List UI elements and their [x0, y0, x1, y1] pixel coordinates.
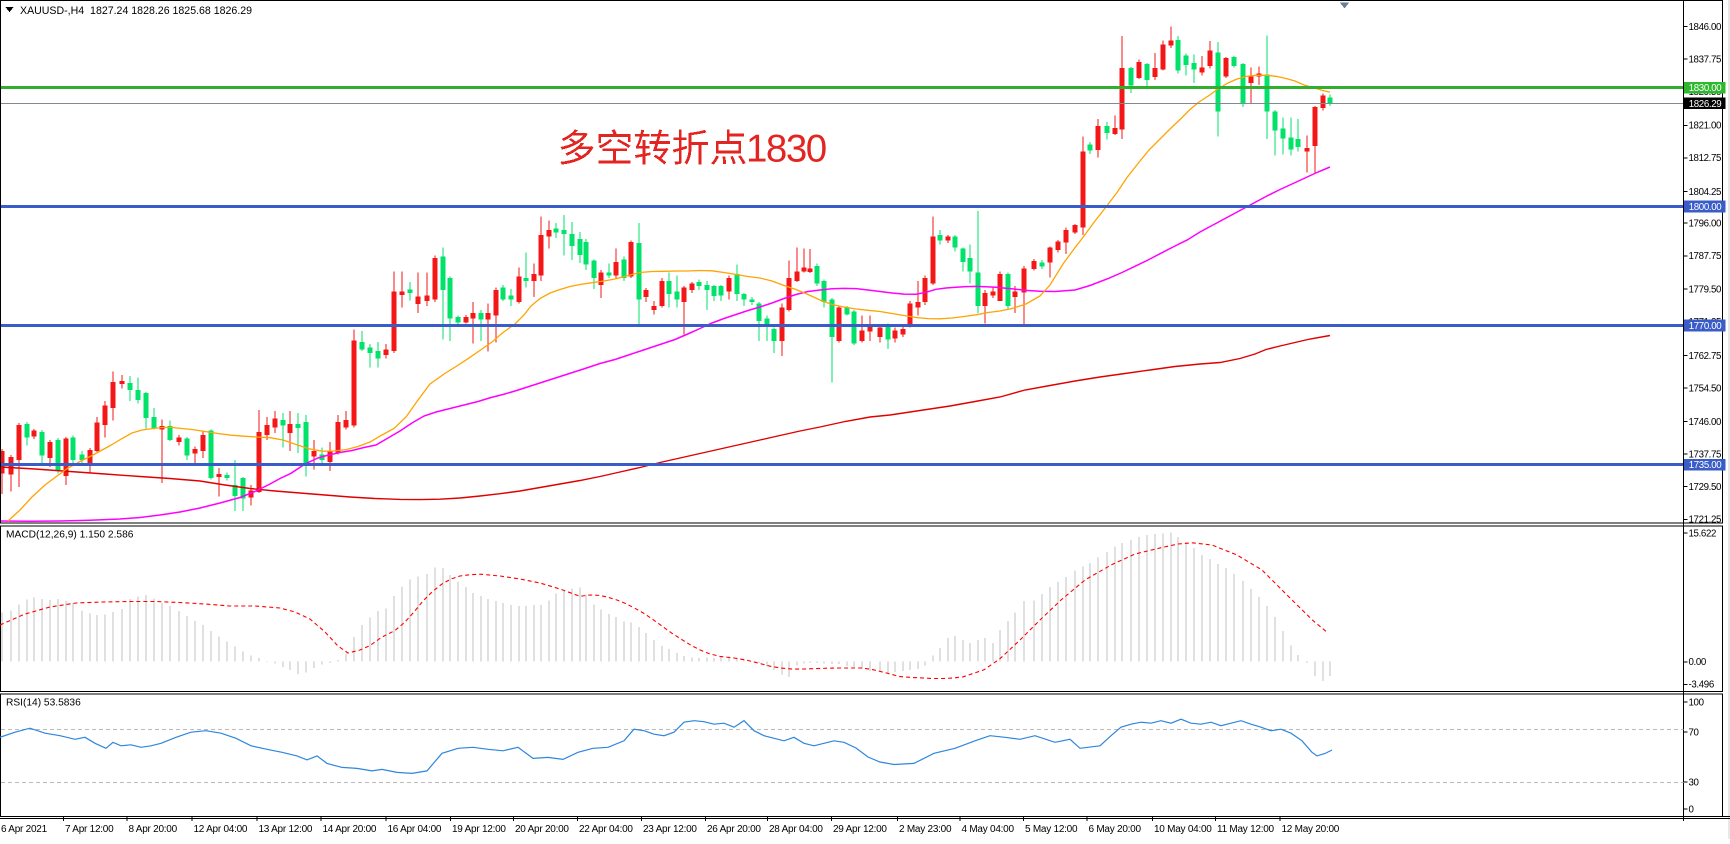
svg-text:8 Apr 20:00: 8 Apr 20:00: [129, 824, 178, 835]
svg-text:1770.00: 1770.00: [1689, 321, 1723, 332]
svg-text:1846.00: 1846.00: [1689, 22, 1723, 33]
svg-text:70: 70: [1689, 727, 1700, 738]
svg-text:26 Apr 20:00: 26 Apr 20:00: [707, 824, 761, 835]
svg-text:1804.25: 1804.25: [1689, 187, 1722, 198]
svg-text:28 Apr 04:00: 28 Apr 04:00: [769, 824, 823, 835]
svg-text:100: 100: [1689, 697, 1705, 708]
svg-text:1812.75: 1812.75: [1689, 153, 1722, 164]
svg-text:11 May 12:00: 11 May 12:00: [1217, 824, 1275, 835]
svg-text:1826.29: 1826.29: [1689, 99, 1722, 110]
svg-text:1830.00: 1830.00: [1689, 83, 1723, 94]
svg-text:1837.75: 1837.75: [1689, 55, 1722, 66]
svg-text:MACD(12,26,9) 1.150 2.586: MACD(12,26,9) 1.150 2.586: [6, 530, 134, 541]
svg-text:1746.00: 1746.00: [1689, 417, 1723, 428]
svg-text:14 Apr 20:00: 14 Apr 20:00: [323, 824, 377, 835]
svg-text:20 Apr 20:00: 20 Apr 20:00: [515, 824, 569, 835]
svg-text:XAUUSD-,H4 1827.24 1828.26 18: XAUUSD-,H4 1827.24 1828.26 1825.68 1826.…: [20, 5, 252, 17]
svg-text:4 May 04:00: 4 May 04:00: [962, 824, 1015, 835]
svg-text:12 May 20:00: 12 May 20:00: [1282, 824, 1340, 835]
svg-text:1754.50: 1754.50: [1689, 383, 1723, 394]
svg-text:7 Apr 12:00: 7 Apr 12:00: [65, 824, 114, 835]
svg-text:1796.00: 1796.00: [1689, 218, 1723, 229]
svg-text:0.00: 0.00: [1689, 657, 1707, 668]
svg-text:2 May 23:00: 2 May 23:00: [899, 824, 952, 835]
svg-text:1787.75: 1787.75: [1689, 251, 1722, 262]
svg-text:-3.496: -3.496: [1689, 680, 1714, 691]
svg-text:10 May 04:00: 10 May 04:00: [1154, 824, 1212, 835]
svg-text:30: 30: [1689, 777, 1700, 788]
svg-text:15.622: 15.622: [1689, 528, 1717, 539]
svg-text:23 Apr 12:00: 23 Apr 12:00: [643, 824, 697, 835]
svg-text:1779.50: 1779.50: [1689, 285, 1723, 296]
svg-text:29 Apr 12:00: 29 Apr 12:00: [833, 824, 887, 835]
svg-text:1729.50: 1729.50: [1689, 482, 1723, 493]
svg-text:1800.00: 1800.00: [1689, 202, 1723, 213]
svg-text:1735.00: 1735.00: [1689, 460, 1723, 471]
svg-text:16 Apr 04:00: 16 Apr 04:00: [388, 824, 442, 835]
svg-text:19 Apr 12:00: 19 Apr 12:00: [452, 824, 506, 835]
svg-text:RSI(14) 53.5836: RSI(14) 53.5836: [6, 698, 81, 709]
svg-text:6 Apr 2021: 6 Apr 2021: [1, 824, 48, 835]
svg-text:12 Apr 04:00: 12 Apr 04:00: [194, 824, 248, 835]
svg-text:5 May 12:00: 5 May 12:00: [1025, 824, 1078, 835]
svg-text:1830: 1830: [746, 128, 826, 171]
svg-text:13 Apr 12:00: 13 Apr 12:00: [259, 824, 313, 835]
svg-text:1821.00: 1821.00: [1689, 121, 1723, 132]
svg-text:1721.25: 1721.25: [1689, 515, 1722, 526]
svg-text:0: 0: [1689, 804, 1695, 815]
svg-text:1737.75: 1737.75: [1689, 450, 1722, 461]
svg-text:22 Apr 04:00: 22 Apr 04:00: [579, 824, 633, 835]
svg-text:6 May 20:00: 6 May 20:00: [1089, 824, 1142, 835]
svg-text:1762.75: 1762.75: [1689, 351, 1722, 362]
